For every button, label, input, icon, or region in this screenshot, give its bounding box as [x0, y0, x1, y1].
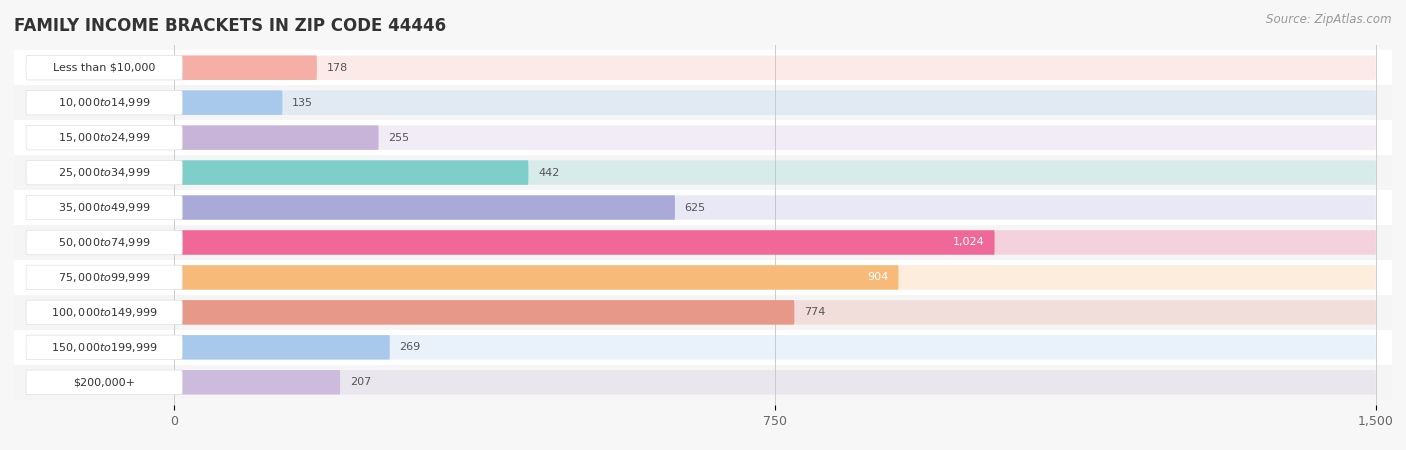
FancyBboxPatch shape: [174, 370, 1376, 395]
FancyBboxPatch shape: [27, 195, 183, 220]
FancyBboxPatch shape: [174, 55, 1376, 80]
FancyBboxPatch shape: [174, 335, 389, 360]
Bar: [14, 260, 1392, 295]
Text: 178: 178: [326, 63, 347, 73]
FancyBboxPatch shape: [174, 160, 1376, 185]
Text: 135: 135: [292, 98, 314, 108]
Text: 269: 269: [399, 342, 420, 352]
FancyBboxPatch shape: [174, 90, 1376, 115]
Bar: [14, 225, 1392, 260]
FancyBboxPatch shape: [174, 55, 316, 80]
FancyBboxPatch shape: [174, 126, 1376, 150]
Bar: [14, 295, 1392, 330]
Text: $50,000 to $74,999: $50,000 to $74,999: [58, 236, 150, 249]
FancyBboxPatch shape: [27, 300, 183, 324]
Text: 255: 255: [388, 133, 409, 143]
FancyBboxPatch shape: [174, 90, 283, 115]
Bar: [14, 120, 1392, 155]
Text: $100,000 to $149,999: $100,000 to $149,999: [51, 306, 157, 319]
FancyBboxPatch shape: [27, 230, 183, 255]
Bar: [14, 190, 1392, 225]
FancyBboxPatch shape: [27, 126, 183, 150]
FancyBboxPatch shape: [27, 265, 183, 290]
FancyBboxPatch shape: [27, 55, 183, 80]
Bar: [14, 155, 1392, 190]
Text: $35,000 to $49,999: $35,000 to $49,999: [58, 201, 150, 214]
FancyBboxPatch shape: [27, 90, 183, 115]
Text: 774: 774: [804, 307, 825, 317]
FancyBboxPatch shape: [174, 300, 1376, 324]
Text: $150,000 to $199,999: $150,000 to $199,999: [51, 341, 157, 354]
FancyBboxPatch shape: [174, 335, 1376, 360]
FancyBboxPatch shape: [174, 195, 675, 220]
Text: 904: 904: [868, 272, 889, 283]
Text: 1,024: 1,024: [953, 238, 986, 248]
Text: FAMILY INCOME BRACKETS IN ZIP CODE 44446: FAMILY INCOME BRACKETS IN ZIP CODE 44446: [14, 17, 446, 35]
Text: $75,000 to $99,999: $75,000 to $99,999: [58, 271, 150, 284]
FancyBboxPatch shape: [174, 126, 378, 150]
Text: 625: 625: [685, 202, 706, 212]
FancyBboxPatch shape: [174, 265, 1376, 290]
Text: $200,000+: $200,000+: [73, 377, 135, 387]
Text: 207: 207: [350, 377, 371, 387]
FancyBboxPatch shape: [27, 370, 183, 395]
FancyBboxPatch shape: [174, 230, 1376, 255]
FancyBboxPatch shape: [27, 335, 183, 360]
FancyBboxPatch shape: [174, 370, 340, 395]
Bar: [14, 365, 1392, 400]
FancyBboxPatch shape: [174, 300, 794, 324]
Text: $15,000 to $24,999: $15,000 to $24,999: [58, 131, 150, 144]
Text: Less than $10,000: Less than $10,000: [53, 63, 156, 73]
FancyBboxPatch shape: [174, 195, 1376, 220]
FancyBboxPatch shape: [174, 230, 994, 255]
FancyBboxPatch shape: [174, 160, 529, 185]
Bar: [14, 50, 1392, 85]
Text: $10,000 to $14,999: $10,000 to $14,999: [58, 96, 150, 109]
Bar: [14, 330, 1392, 365]
FancyBboxPatch shape: [174, 265, 898, 290]
Text: Source: ZipAtlas.com: Source: ZipAtlas.com: [1267, 14, 1392, 27]
Text: 442: 442: [538, 167, 560, 178]
Text: $25,000 to $34,999: $25,000 to $34,999: [58, 166, 150, 179]
FancyBboxPatch shape: [27, 160, 183, 185]
Bar: [14, 85, 1392, 120]
